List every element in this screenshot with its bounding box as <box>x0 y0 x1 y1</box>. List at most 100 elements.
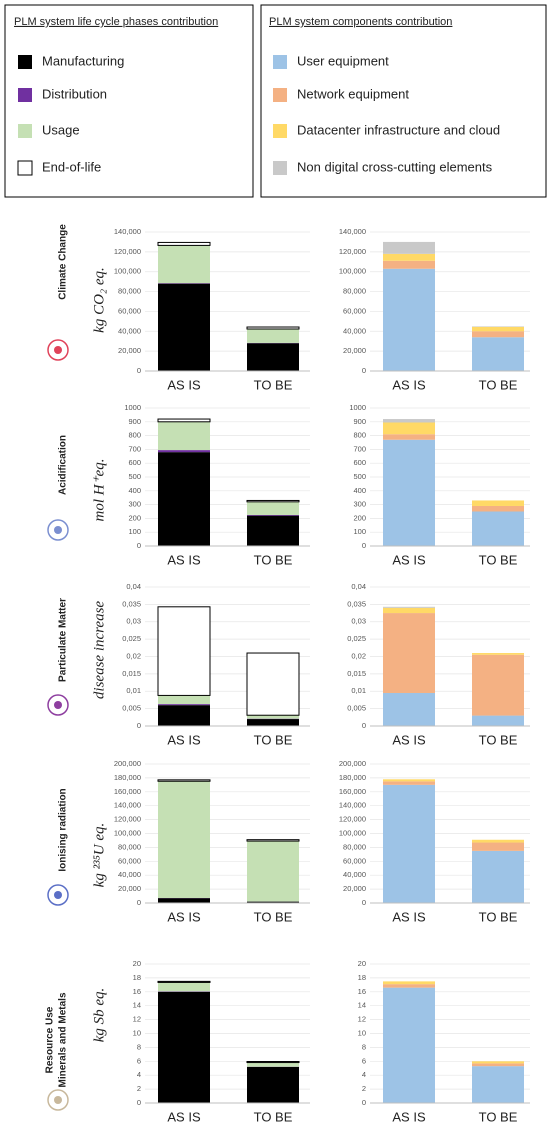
x-tick-label: TO BE <box>254 1109 293 1124</box>
impact-icon <box>54 1096 62 1104</box>
y-tick-label: 12 <box>133 1015 141 1024</box>
y-tick-label: 60,000 <box>343 306 366 315</box>
x-tick-label: AS IS <box>167 552 201 567</box>
y-tick-label: 0,025 <box>122 634 141 643</box>
y-tick-label: 20,000 <box>118 884 141 893</box>
bar-segment <box>247 715 299 719</box>
y-tick-label: 0 <box>137 721 141 730</box>
legend-label: Non digital cross-cutting elements <box>297 159 493 174</box>
x-tick-label: AS IS <box>167 732 201 747</box>
legend-title: PLM system life cycle phases contributio… <box>14 16 218 28</box>
x-tick-label: AS IS <box>167 909 201 924</box>
y-tick-label: 60,000 <box>118 306 141 315</box>
y-tick-label: 0,035 <box>122 599 141 608</box>
impact-category: Resource Use <box>45 1006 56 1073</box>
bar-segment <box>383 434 435 440</box>
y-axis-label: mol H⁺eq. <box>91 459 107 522</box>
y-tick-label: 0,035 <box>347 599 366 608</box>
bar-segment <box>383 692 435 726</box>
x-tick-label: TO BE <box>254 552 293 567</box>
y-tick-label: 20,000 <box>118 346 141 355</box>
bar-segment <box>383 779 435 782</box>
legend-box <box>260 4 547 198</box>
impact-icon <box>54 891 62 899</box>
legend-swatch <box>18 55 32 69</box>
y-tick-label: 4 <box>362 1070 366 1079</box>
bar-segment <box>383 419 435 423</box>
y-tick-label: 20 <box>358 959 366 968</box>
legend-label: Manufacturing <box>42 53 124 68</box>
y-tick-label: 80,000 <box>343 842 366 851</box>
bar-segment <box>247 343 299 371</box>
legend-swatch <box>273 88 287 102</box>
bar-segment <box>158 245 210 284</box>
bar-segment <box>246 839 300 842</box>
legend-label: Datacenter infrastructure and cloud <box>297 122 500 137</box>
x-tick-label: TO BE <box>479 1109 518 1124</box>
bar-segment <box>472 653 524 655</box>
y-tick-label: 200,000 <box>114 759 141 768</box>
bar-segment <box>157 980 211 983</box>
y-tick-label: 8 <box>362 1042 366 1051</box>
bar-segment <box>157 606 211 696</box>
impact-icon <box>47 519 69 541</box>
y-tick-label: 0,005 <box>347 704 366 713</box>
y-tick-label: 1000 <box>349 403 366 412</box>
bar-segment <box>158 982 210 992</box>
legend-swatch <box>273 124 287 138</box>
y-tick-label: 100 <box>128 527 141 536</box>
impact-category: Minerals and Metals <box>58 992 69 1087</box>
y-tick-label: 80,000 <box>118 842 141 851</box>
y-tick-label: 500 <box>128 472 141 481</box>
bar-segment <box>383 422 435 435</box>
legend-label: End-of-life <box>42 159 101 174</box>
legend-label: Distribution <box>42 86 107 101</box>
bar-segment <box>472 1066 524 1103</box>
bar-segment <box>383 268 435 371</box>
y-tick-label: 18 <box>133 973 141 982</box>
y-tick-label: 16 <box>133 987 141 996</box>
legend-title: PLM system components contribution <box>269 16 452 28</box>
y-tick-label: 100,000 <box>114 267 141 276</box>
y-tick-label: 100,000 <box>114 828 141 837</box>
legend-swatch <box>273 161 287 175</box>
bar-segment <box>247 901 299 903</box>
bar-segment <box>472 715 524 726</box>
y-tick-label: 900 <box>128 417 141 426</box>
y-tick-label: 140,000 <box>114 801 141 810</box>
y-tick-label: 40,000 <box>118 870 141 879</box>
bar-segment <box>247 841 299 902</box>
y-tick-label: 0 <box>362 898 366 907</box>
y-tick-label: 16 <box>358 987 366 996</box>
y-tick-label: 0,005 <box>122 704 141 713</box>
legend-label: Usage <box>42 122 80 137</box>
bar-segment <box>246 652 300 716</box>
y-tick-label: 500 <box>353 472 366 481</box>
y-tick-label: 40,000 <box>118 326 141 335</box>
bar-segment <box>383 607 435 614</box>
impact-icon <box>54 346 62 354</box>
y-axis-label: kg ²³⁵U eq. <box>91 823 107 888</box>
x-tick-label: AS IS <box>392 377 426 392</box>
y-tick-label: 120,000 <box>114 247 141 256</box>
y-tick-label: 400 <box>353 486 366 495</box>
bar-segment <box>472 654 524 716</box>
y-tick-label: 20,000 <box>343 884 366 893</box>
y-tick-label: 60,000 <box>343 856 366 865</box>
y-tick-label: 600 <box>353 458 366 467</box>
y-tick-label: 20 <box>133 959 141 968</box>
y-tick-label: 14 <box>133 1001 141 1010</box>
x-tick-label: TO BE <box>479 909 518 924</box>
y-tick-label: 0 <box>362 1098 366 1107</box>
y-tick-label: 140,000 <box>114 227 141 236</box>
y-tick-label: 700 <box>353 444 366 453</box>
y-tick-label: 12 <box>358 1015 366 1024</box>
x-tick-label: AS IS <box>167 377 201 392</box>
bar-segment <box>247 514 299 516</box>
y-tick-label: 0,04 <box>351 582 366 591</box>
legend-label: User equipment <box>297 53 389 68</box>
y-tick-label: 18 <box>358 973 366 982</box>
y-tick-label: 6 <box>137 1056 141 1065</box>
y-tick-label: 600 <box>128 458 141 467</box>
bar-segment <box>472 326 524 332</box>
